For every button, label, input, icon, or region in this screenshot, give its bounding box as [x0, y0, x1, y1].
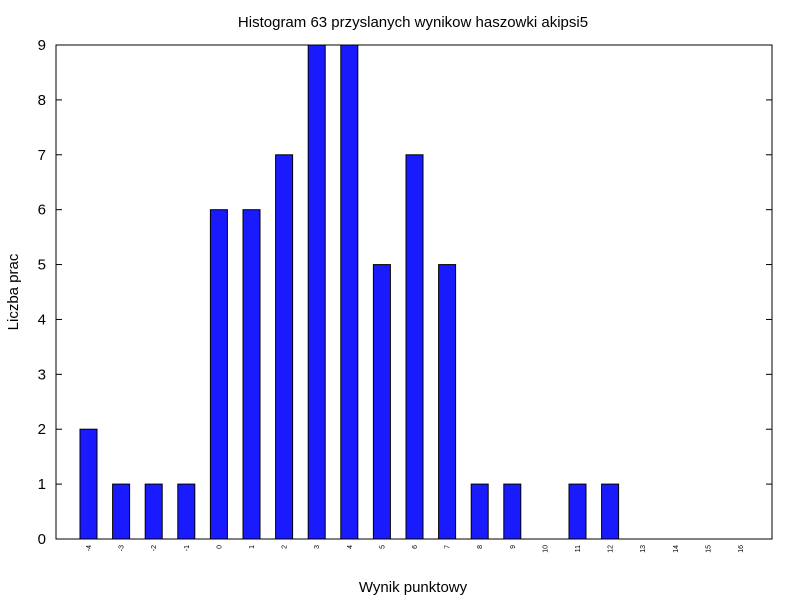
bar--3 — [112, 483, 131, 540]
x-tick-label: 12 — [608, 545, 615, 553]
x-tick-label: -4 — [86, 545, 93, 551]
x-tick-label: -3 — [119, 545, 126, 551]
bar--1 — [177, 483, 196, 540]
x-tick-label: 15 — [705, 545, 712, 553]
bar-7 — [438, 264, 457, 540]
x-tick-label: 16 — [738, 545, 745, 553]
chart-title: Histogram 63 przyslanych wynikow haszowk… — [238, 14, 588, 31]
bar-5 — [372, 264, 391, 540]
y-tick-label: 0 — [38, 531, 46, 548]
x-tick-label: 3 — [314, 545, 321, 549]
x-tick-label: 11 — [575, 545, 582, 552]
x-tick-label: 0 — [216, 545, 223, 549]
x-axis-ticks: -4 -3 -2 -1 0 1 2 3 4 5 6 7 8 9 10 11 12 13 14 15 16 — [86, 545, 745, 553]
bar-2 — [275, 154, 294, 540]
bar-0 — [209, 209, 228, 540]
bar-1 — [242, 209, 261, 540]
x-tick-label: 8 — [477, 545, 484, 549]
bar-12 — [601, 483, 620, 540]
y-tick-label: 9 — [38, 37, 46, 54]
bar-3 — [307, 44, 326, 540]
bar-8 — [470, 483, 489, 540]
x-tick-label: -2 — [151, 545, 158, 551]
y-tick-label: 8 — [38, 92, 46, 109]
y-axis-label: Liczba prac — [5, 253, 22, 330]
x-tick-label: 13 — [640, 545, 647, 553]
x-tick-label: 6 — [412, 545, 419, 549]
x-tick-label: 2 — [282, 545, 289, 549]
x-axis-label: Wynik punktowy — [359, 579, 468, 596]
y-tick-label: 2 — [38, 421, 46, 438]
y-tick-label: 1 — [38, 476, 46, 493]
bar--2 — [144, 483, 163, 540]
x-tick-label: 7 — [445, 545, 452, 549]
bar-6 — [405, 154, 424, 540]
bar-11 — [568, 483, 587, 540]
x-tick-label: 10 — [542, 545, 549, 553]
y-tick-label: 7 — [38, 147, 46, 164]
y-axis-ticks: 0 1 2 3 4 5 6 7 8 9 — [38, 37, 772, 548]
y-tick-label: 3 — [38, 366, 46, 383]
bar-4 — [340, 44, 359, 540]
x-tick-label: -1 — [184, 545, 191, 551]
y-tick-label: 4 — [38, 311, 46, 328]
x-tick-label: 14 — [673, 545, 680, 553]
bar--4 — [79, 428, 98, 540]
x-tick-label: 4 — [347, 545, 354, 549]
bar-9 — [503, 483, 522, 540]
y-tick-label: 6 — [38, 202, 46, 219]
x-tick-label: 5 — [379, 545, 386, 549]
x-tick-label: 1 — [249, 545, 256, 549]
y-tick-label: 5 — [38, 257, 46, 274]
x-tick-label: 9 — [510, 545, 517, 549]
bars-group — [79, 44, 620, 540]
